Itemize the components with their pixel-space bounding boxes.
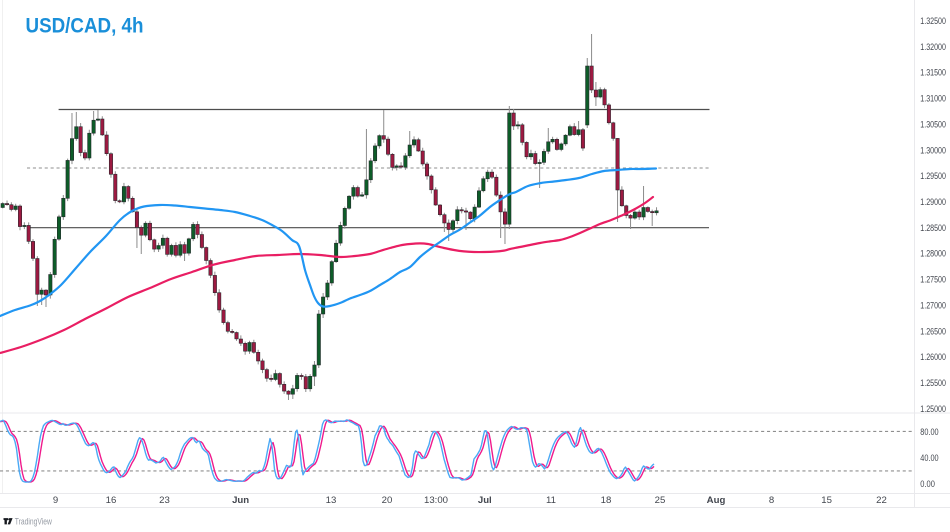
svg-text:1.32000: 1.32000 bbox=[920, 42, 946, 53]
svg-text:1.31000: 1.31000 bbox=[920, 94, 946, 105]
svg-text:9: 9 bbox=[53, 495, 58, 506]
svg-text:1.28000: 1.28000 bbox=[920, 249, 946, 260]
svg-text:Jun: Jun bbox=[232, 495, 249, 506]
svg-text:11: 11 bbox=[546, 495, 556, 506]
svg-text:40.00: 40.00 bbox=[920, 453, 938, 464]
svg-text:80.00: 80.00 bbox=[920, 427, 938, 438]
svg-text:USD/CAD, 4h: USD/CAD, 4h bbox=[26, 15, 144, 38]
svg-text:1.30500: 1.30500 bbox=[920, 119, 946, 130]
svg-text:1.29500: 1.29500 bbox=[920, 171, 946, 182]
svg-text:13:00: 13:00 bbox=[424, 495, 448, 506]
svg-text:1.25500: 1.25500 bbox=[920, 378, 946, 389]
svg-text:1.31500: 1.31500 bbox=[920, 68, 946, 79]
svg-text:1.27000: 1.27000 bbox=[920, 301, 946, 312]
svg-text:13: 13 bbox=[326, 495, 337, 506]
svg-text:8: 8 bbox=[769, 495, 774, 506]
svg-text:1.26000: 1.26000 bbox=[920, 352, 946, 363]
svg-text:Jul: Jul bbox=[478, 495, 492, 506]
svg-text:TradingView: TradingView bbox=[15, 516, 52, 526]
svg-text:1.30000: 1.30000 bbox=[920, 145, 946, 156]
svg-text:1.25000: 1.25000 bbox=[920, 404, 946, 415]
svg-text:0.00: 0.00 bbox=[920, 479, 935, 490]
svg-text:23: 23 bbox=[159, 495, 170, 506]
svg-text:Aug: Aug bbox=[707, 495, 726, 506]
svg-text:1.29000: 1.29000 bbox=[920, 197, 946, 208]
svg-text:1.27500: 1.27500 bbox=[920, 275, 946, 286]
svg-text:1.32500: 1.32500 bbox=[920, 16, 946, 27]
svg-text:20: 20 bbox=[382, 495, 393, 506]
svg-text:22: 22 bbox=[876, 495, 887, 506]
svg-text:15: 15 bbox=[821, 495, 832, 506]
svg-text:25: 25 bbox=[655, 495, 666, 506]
svg-text:1.28500: 1.28500 bbox=[920, 223, 946, 234]
svg-text:16: 16 bbox=[106, 495, 117, 506]
svg-text:1.26500: 1.26500 bbox=[920, 326, 946, 337]
svg-text:18: 18 bbox=[601, 495, 612, 506]
